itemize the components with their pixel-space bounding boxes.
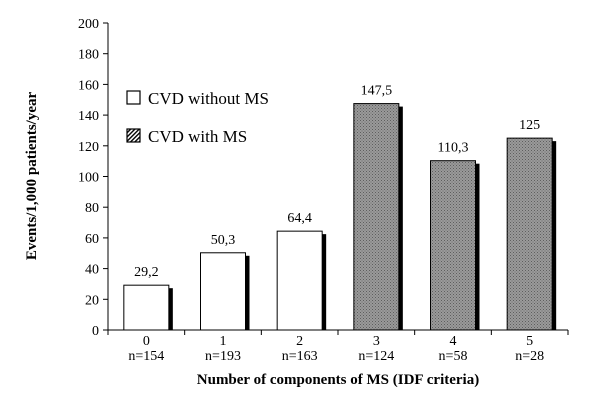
y-tick-label: 20 [85, 293, 99, 308]
x-tick-label: 0 [143, 334, 150, 349]
x-axis-title: Number of components of MS (IDF criteria… [197, 372, 479, 388]
x-tick-sublabel: n=163 [282, 349, 318, 364]
x-tick-label: 4 [450, 334, 457, 349]
x-tick-sublabel: n=154 [128, 349, 164, 364]
x-tick-label: 3 [373, 334, 380, 349]
x-tick-sublabel: n=28 [515, 349, 544, 364]
y-tick-label: 200 [78, 17, 99, 32]
y-tick-label: 140 [78, 109, 99, 124]
x-tick-label: 5 [526, 334, 533, 349]
bar-3 [353, 103, 400, 331]
bar-5 [506, 137, 553, 331]
bar-4 [430, 160, 476, 331]
x-axis-ticks: 0n=154 1n=193 2n=163 3n=124 4n=58 5n=28 [107, 330, 569, 364]
data-label: 125 [519, 118, 540, 133]
data-label: 50,3 [211, 233, 236, 248]
y-tick-label: 80 [85, 201, 99, 216]
data-label: 29,2 [134, 265, 159, 280]
legend: CVD without MS CVD with MS [126, 89, 269, 146]
x-tick-label: 1 [220, 334, 227, 349]
x-tick-sublabel: n=193 [205, 349, 241, 364]
y-tick-label: 40 [85, 263, 99, 278]
bar-0 [123, 284, 170, 331]
y-tick-label: 120 [78, 140, 99, 155]
legend-swatch-without [126, 90, 141, 105]
x-tick-sublabel: n=124 [358, 349, 394, 364]
x-tick-sublabel: n=58 [439, 349, 468, 364]
bars [123, 103, 557, 331]
data-label: 110,3 [438, 141, 469, 156]
legend-label-without: CVD without MS [148, 89, 269, 108]
bar-1 [200, 252, 246, 331]
y-tick-label: 180 [78, 48, 99, 63]
y-axis-title: Events/1,000 patients/year [24, 91, 40, 260]
data-labels: 29,2 50,3 64,4 147,5 110,3 125 [134, 84, 540, 281]
legend-swatch-with [126, 128, 141, 143]
x-tick-label: 2 [296, 334, 303, 349]
y-tick-label: 60 [85, 232, 99, 247]
legend-label-with: CVD with MS [148, 127, 247, 146]
data-label: 147,5 [361, 84, 393, 99]
y-axis-ticks: 0 20 40 60 80 100 120 140 160 180 200 [78, 17, 108, 339]
bar-2 [276, 230, 323, 331]
y-tick-label: 0 [92, 324, 99, 339]
y-tick-label: 100 [78, 171, 99, 186]
y-tick-label: 160 [78, 78, 99, 93]
data-label: 64,4 [287, 211, 312, 226]
